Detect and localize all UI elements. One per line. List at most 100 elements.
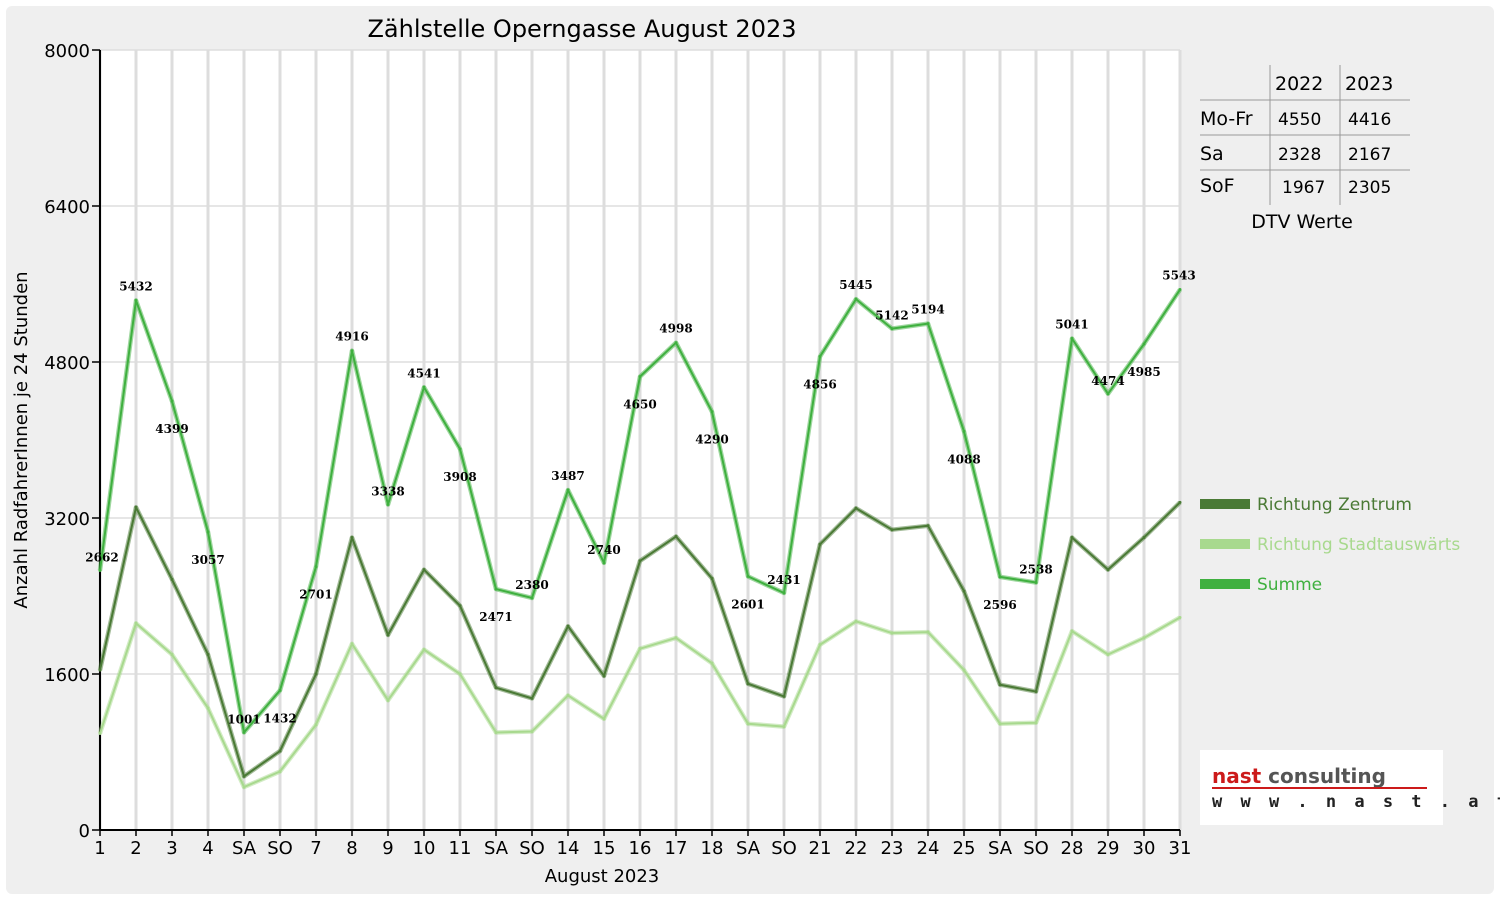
data-point: [458, 604, 462, 608]
legend-label-summe: Summe: [1257, 575, 1322, 595]
data-label: 2740: [587, 543, 620, 557]
y-tick-label: 1600: [44, 665, 90, 686]
data-label: 2701: [299, 588, 332, 602]
data-point: [1034, 581, 1038, 585]
x-tick-label: 2: [130, 838, 141, 859]
x-tick-label: 22: [845, 838, 868, 859]
data-point: [746, 722, 750, 726]
data-point: [710, 576, 714, 580]
data-point: [710, 410, 714, 414]
data-point: [1178, 615, 1182, 619]
data-point: [242, 785, 246, 789]
x-tick-label: SO: [519, 838, 545, 859]
data-label: 2601: [731, 597, 764, 611]
data-point: [1106, 653, 1110, 656]
x-tick-label: 17: [665, 838, 688, 859]
data-point: [890, 327, 894, 331]
data-label: 5445: [839, 278, 872, 292]
y-tick-label: 3200: [44, 509, 90, 530]
data-point: [566, 488, 570, 492]
x-axis-label: August 2023: [545, 866, 660, 887]
data-point: [98, 568, 102, 572]
data-label: 2431: [767, 573, 800, 587]
data-labels: 2662 5432 4399 3057 1001 1432 2701 4916 3338 4541…: [85, 269, 1195, 727]
data-point: [242, 774, 246, 778]
data-point: [98, 668, 102, 672]
data-point: [962, 668, 966, 672]
data-point: [566, 624, 570, 628]
table-cell: 4416: [1348, 110, 1391, 130]
data-point: [494, 731, 498, 734]
data-point: [854, 297, 858, 301]
data-point: [566, 693, 570, 697]
data-label: 2380: [515, 578, 548, 592]
x-tick-label: SO: [771, 838, 797, 859]
x-tick-label: 7: [310, 838, 321, 859]
data-label: 4650: [623, 398, 656, 412]
data-point: [1178, 288, 1182, 292]
data-label: 4856: [803, 378, 836, 392]
data-label: 5041: [1055, 318, 1088, 332]
data-label: 5142: [875, 309, 908, 323]
data-point: [1142, 536, 1146, 539]
data-point: [314, 672, 318, 676]
data-point: [638, 375, 642, 379]
legend-label-stadtauswaerts: Richtung Stadtauswärts: [1257, 535, 1460, 555]
data-label: 4985: [1127, 365, 1160, 379]
data-point: [350, 536, 354, 539]
data-point: [638, 559, 642, 563]
data-point: [890, 631, 894, 635]
data-point: [638, 647, 642, 651]
data-point: [170, 653, 174, 656]
data-point: [314, 565, 318, 569]
legend: Richtung Zentrum Richtung Stadtauswärts …: [1200, 495, 1460, 595]
data-label: 2538: [1019, 563, 1052, 577]
data-point: [1142, 342, 1146, 346]
data-label: 1432: [263, 711, 296, 725]
data-label: 5432: [119, 279, 152, 293]
x-tick-label: 21: [809, 838, 832, 859]
data-point: [926, 524, 930, 528]
data-point: [674, 341, 678, 345]
data-point: [134, 505, 138, 509]
x-tick-label: 24: [917, 838, 940, 859]
x-tick-label: SO: [267, 838, 293, 859]
data-point: [962, 429, 966, 433]
data-point: [746, 682, 750, 686]
data-point: [386, 503, 390, 507]
data-point: [854, 506, 858, 510]
data-point: [1106, 568, 1110, 572]
x-tick-label: 29: [1097, 838, 1120, 859]
data-label: 3487: [551, 469, 584, 483]
data-point: [278, 749, 282, 753]
x-tick-label: SA: [736, 838, 761, 859]
data-point: [134, 621, 138, 625]
data-point: [674, 535, 678, 539]
table-cell: 4550: [1278, 110, 1321, 130]
data-point: [674, 636, 678, 640]
data-label: 2596: [983, 598, 1016, 612]
data-point: [1142, 636, 1146, 640]
x-tick-label: SO: [1023, 838, 1049, 859]
data-label: 5543: [1162, 269, 1195, 283]
y-axis-label: Anzahl RadfahrerInnen je 24 Stunden: [11, 271, 32, 608]
table-cell: 2167: [1348, 145, 1391, 165]
x-tick-labels: 1 2 3 4 SA SO 7 8 9 10 11 SA SO 14 15 16 17 18 SA SO 21 22 23 2…: [94, 838, 1191, 859]
data-label: 4290: [695, 433, 728, 447]
x-tick-label: SA: [232, 838, 257, 859]
data-label: 1001: [227, 712, 260, 726]
data-point: [854, 619, 858, 623]
data-point: [530, 596, 534, 600]
table-caption: DTV Werte: [1251, 211, 1353, 233]
data-label: 4998: [659, 322, 692, 336]
data-point: [134, 298, 138, 302]
data-point: [818, 355, 822, 359]
x-tick-label: 11: [449, 838, 472, 859]
table-row-label: Mo-Fr: [1200, 108, 1253, 130]
data-point: [998, 575, 1002, 579]
data-point: [422, 568, 426, 572]
data-point: [890, 528, 894, 532]
data-point: [350, 349, 354, 353]
data-point: [602, 674, 606, 678]
y-tick-label: 6400: [44, 197, 90, 218]
